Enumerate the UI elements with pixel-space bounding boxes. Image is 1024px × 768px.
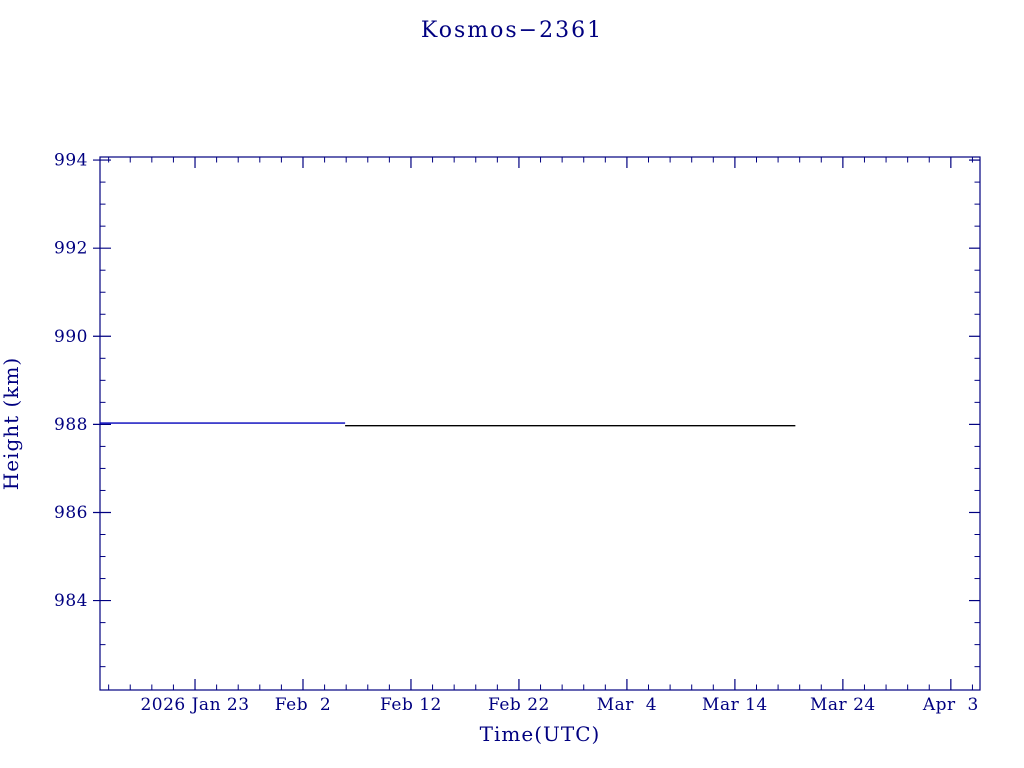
x-tick-label: Mar 4 xyxy=(597,695,657,715)
y-tick-label: 988 xyxy=(54,415,88,435)
y-tick-label: 994 xyxy=(54,151,88,171)
x-tick-label: Mar 24 xyxy=(810,695,876,715)
x-tick-label: Feb 12 xyxy=(380,695,442,715)
chart-title: Kosmos−2361 xyxy=(421,18,603,43)
y-tick-label: 984 xyxy=(54,591,88,611)
x-tick-label: Feb 2 xyxy=(275,695,331,715)
y-tick-label: 986 xyxy=(54,503,88,523)
x-tick-label: Apr 3 xyxy=(922,695,979,715)
x-tick-label: 2026 Jan 23 xyxy=(140,695,249,715)
x-tick-label: Feb 22 xyxy=(488,695,550,715)
x-axis-label: Time(UTC) xyxy=(480,722,601,746)
y-axis-label: Height (km) xyxy=(0,357,23,490)
x-tick-label: Mar 14 xyxy=(702,695,768,715)
y-tick-label: 992 xyxy=(54,239,88,259)
y-tick-label: 990 xyxy=(54,327,88,347)
